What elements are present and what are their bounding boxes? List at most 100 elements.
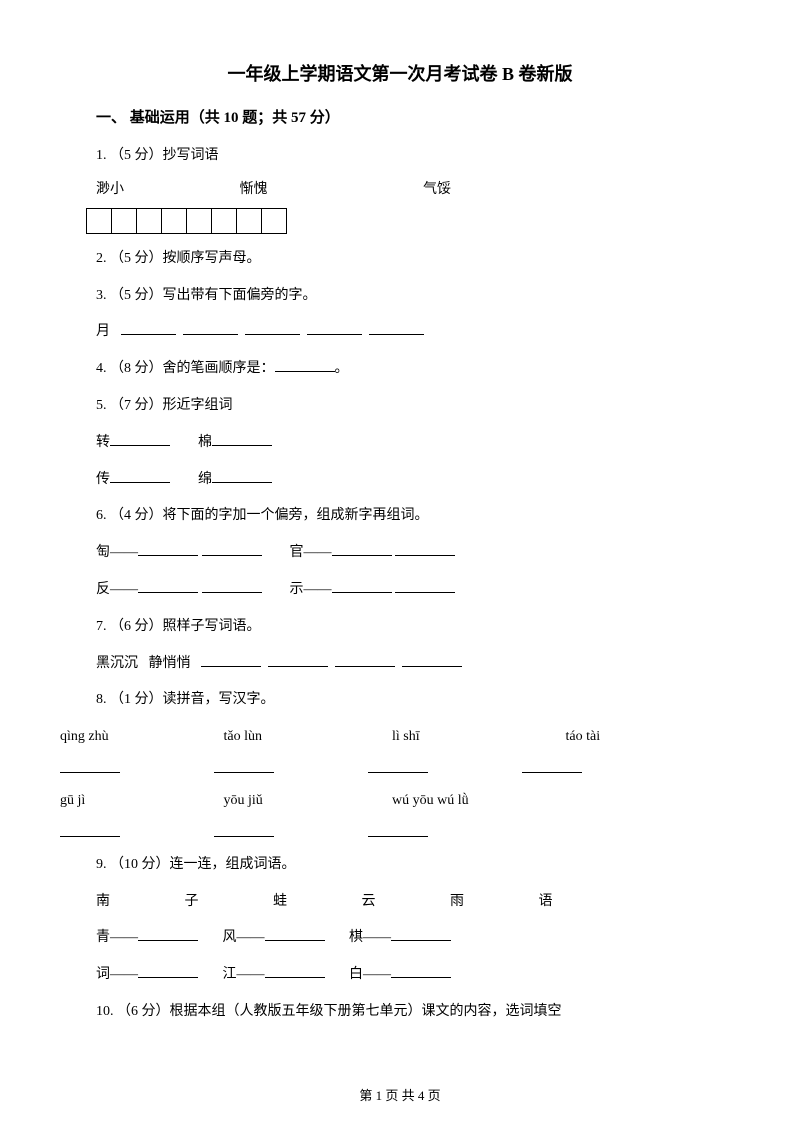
q5-row-2: 传 绵 [60, 465, 740, 496]
q6-row-1: 匋—— 官—— [60, 538, 740, 569]
q3-stem: 3. （5 分）写出带有下面偏旁的字。 [60, 281, 740, 312]
fill-blank[interactable] [265, 964, 325, 978]
q8-blank-row-1 [60, 757, 740, 778]
grid-cell[interactable] [237, 208, 262, 233]
grid-cell[interactable] [87, 208, 112, 233]
q4-stem: 4. （8 分）舍的笔画顺序是： 。 [60, 354, 740, 385]
q6-char: 示—— [290, 582, 332, 597]
fill-blank[interactable] [522, 757, 582, 773]
q8-pinyin-row-2: gū jì yōu jiǔ wú yōu wú lǜ [60, 786, 740, 817]
q6-stem: 6. （4 分）将下面的字加一个偏旁，组成新字再组词。 [60, 501, 740, 532]
fill-blank[interactable] [201, 653, 261, 667]
q9-label: 白—— [349, 967, 391, 982]
q5-stem: 5. （7 分）形近字组词 [60, 391, 740, 422]
pinyin: wú yōu wú lǜ [392, 786, 469, 817]
fill-blank[interactable] [245, 321, 300, 335]
q1-word-1: 渺小 [96, 178, 236, 198]
q1-stem: 1. （5 分）抄写词语 [60, 141, 740, 172]
q5-char: 转 [96, 435, 110, 450]
fill-blank[interactable] [138, 579, 198, 593]
fill-blank[interactable] [335, 653, 395, 667]
pinyin: qìng zhù [60, 722, 220, 753]
q9-label: 江—— [223, 967, 265, 982]
q1-words: 渺小 惭愧 气馁 [60, 178, 740, 198]
pinyin: táo tài [566, 722, 601, 753]
fill-blank[interactable] [369, 321, 424, 335]
fill-blank[interactable] [138, 964, 198, 978]
pinyin: tǎo lùn [224, 722, 389, 753]
grid-cell[interactable] [162, 208, 187, 233]
q9-char: 子 [185, 887, 270, 918]
q8-blank-row-2 [60, 821, 740, 842]
fill-blank[interactable] [212, 432, 272, 446]
pinyin: lì shī [392, 722, 562, 753]
q9-char: 蛙 [273, 887, 358, 918]
q9-label: 棋—— [349, 930, 391, 945]
q6-row-2: 反—— 示—— [60, 575, 740, 606]
fill-blank[interactable] [202, 542, 262, 556]
fill-blank[interactable] [395, 542, 455, 556]
q1-answer-grid [60, 208, 740, 234]
q5-char: 绵 [198, 472, 212, 487]
fill-blank[interactable] [214, 757, 274, 773]
q6-char: 反—— [96, 582, 138, 597]
q9-char: 雨 [450, 887, 535, 918]
fill-blank[interactable] [395, 579, 455, 593]
q5-char: 棉 [198, 435, 212, 450]
grid-cell[interactable] [212, 208, 237, 233]
page-footer: 第 1 页 共 4 页 [0, 1085, 800, 1104]
q9-row-1: 青—— 风—— 棋—— [60, 923, 740, 954]
q9-label: 青—— [96, 930, 138, 945]
q4-suf: 。 [335, 361, 349, 376]
q2-stem: 2. （5 分）按顺序写声母。 [60, 244, 740, 275]
q7-stem: 7. （6 分）照样子写词语。 [60, 612, 740, 643]
fill-blank[interactable] [265, 927, 325, 941]
fill-blank[interactable] [214, 821, 274, 837]
q4-pre: 4. （8 分）舍的笔画顺序是： [96, 361, 275, 376]
q9-char: 南 [96, 887, 181, 918]
fill-blank[interactable] [368, 821, 428, 837]
fill-blank[interactable] [138, 927, 198, 941]
grid-cell[interactable] [187, 208, 212, 233]
fill-blank[interactable] [121, 321, 176, 335]
q6-char: 匋—— [96, 545, 138, 560]
fill-blank[interactable] [183, 321, 238, 335]
q7-ex1: 黑沉沉 [96, 656, 138, 671]
grid-cell[interactable] [262, 208, 287, 233]
q1-word-3: 气馁 [423, 178, 451, 198]
pinyin: gū jì [60, 786, 220, 817]
q9-row-2: 词—— 江—— 白—— [60, 960, 740, 991]
grid-cell[interactable] [112, 208, 137, 233]
fill-blank[interactable] [110, 432, 170, 446]
grid-cell[interactable] [137, 208, 162, 233]
fill-blank[interactable] [391, 927, 451, 941]
fill-blank[interactable] [138, 542, 198, 556]
fill-blank[interactable] [60, 821, 120, 837]
q5-row-1: 转 棉 [60, 428, 740, 459]
q5-char: 传 [96, 472, 110, 487]
exam-title: 一年级上学期语文第一次月考试卷 B 卷新版 [60, 60, 740, 86]
fill-blank[interactable] [332, 579, 392, 593]
fill-blank[interactable] [402, 653, 462, 667]
q6-char: 官—— [290, 545, 332, 560]
q9-char: 云 [362, 887, 447, 918]
q7-examples: 黑沉沉 静悄悄 [60, 649, 740, 680]
q9-label: 词—— [96, 967, 138, 982]
q9-char: 语 [539, 887, 624, 918]
fill-blank[interactable] [60, 757, 120, 773]
q9-stem: 9. （10 分）连一连，组成词语。 [60, 850, 740, 881]
fill-blank[interactable] [110, 469, 170, 483]
fill-blank[interactable] [202, 579, 262, 593]
fill-blank[interactable] [307, 321, 362, 335]
fill-blank[interactable] [268, 653, 328, 667]
section-1-header: 一、 基础运用（共 10 题；共 57 分） [60, 106, 740, 127]
pinyin: yōu jiǔ [224, 786, 389, 817]
fill-blank[interactable] [391, 964, 451, 978]
fill-blank[interactable] [332, 542, 392, 556]
q8-stem: 8. （1 分）读拼音，写汉字。 [60, 685, 740, 716]
q8-pinyin-row-1: qìng zhù tǎo lùn lì shī táo tài [60, 722, 740, 753]
q7-ex2: 静悄悄 [149, 656, 191, 671]
fill-blank[interactable] [368, 757, 428, 773]
fill-blank[interactable] [212, 469, 272, 483]
fill-blank[interactable] [275, 358, 335, 372]
